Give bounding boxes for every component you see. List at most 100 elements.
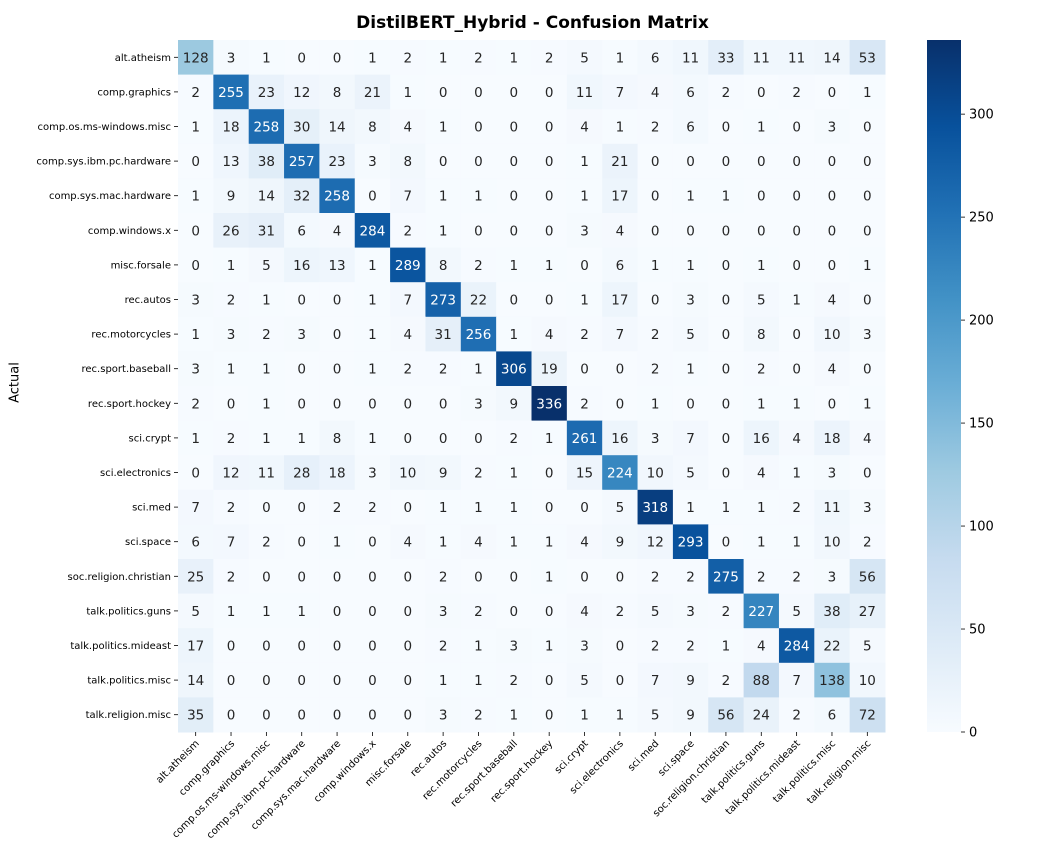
heatmap-cell xyxy=(566,351,603,387)
cell-value: 4 xyxy=(474,535,483,551)
heatmap-cell xyxy=(248,386,285,422)
cell-value: 4 xyxy=(651,85,660,101)
heatmap-cell xyxy=(849,420,886,456)
cell-value: 0 xyxy=(510,569,519,585)
heatmap-cell xyxy=(743,524,780,560)
cell-value: 6 xyxy=(686,120,695,136)
heatmap-cell xyxy=(248,316,285,352)
cell-value: 15 xyxy=(576,466,593,482)
heatmap-cell xyxy=(284,316,320,352)
cell-value: 25 xyxy=(187,569,204,585)
cell-value: 0 xyxy=(545,604,554,620)
cell-value: 0 xyxy=(333,293,342,309)
cell-value: 2 xyxy=(651,120,660,136)
heatmap-cell xyxy=(637,524,674,560)
heatmap-cell xyxy=(602,628,639,664)
heatmap-cell xyxy=(354,143,391,179)
heatmap-cell xyxy=(566,143,603,179)
heatmap-cell xyxy=(531,662,568,698)
heatmap-cell xyxy=(814,420,851,456)
heatmap-cell xyxy=(354,74,391,110)
cell-value: 5 xyxy=(616,500,625,516)
heatmap-cell xyxy=(778,316,815,352)
cell-value: 32 xyxy=(293,189,310,205)
heatmap-cell xyxy=(496,40,532,76)
heatmap-cell xyxy=(566,662,603,698)
heatmap-cell xyxy=(213,247,250,283)
heatmap-cell xyxy=(178,455,214,491)
heatmap-cell xyxy=(390,351,426,387)
y-tick-label: sci.med xyxy=(132,503,171,514)
cell-value: 0 xyxy=(403,639,412,655)
heatmap-cell xyxy=(672,386,709,422)
heatmap-cell xyxy=(602,662,639,698)
heatmap-cell xyxy=(496,559,532,595)
heatmap-cell xyxy=(814,247,851,283)
heatmap-cell xyxy=(319,455,356,491)
y-tick-label: comp.sys.ibm.pc.hardware xyxy=(36,157,171,168)
heatmap-cell xyxy=(460,213,497,249)
cell-value: 0 xyxy=(510,85,519,101)
cell-value: 11 xyxy=(753,50,770,66)
heatmap-cell xyxy=(849,143,886,179)
colorbar-tick-label: 50 xyxy=(969,623,986,638)
heatmap-cell xyxy=(849,109,886,145)
cell-value: 16 xyxy=(753,431,770,447)
cell-value: 1 xyxy=(474,362,483,378)
cell-value: 0 xyxy=(863,120,872,136)
cell-value: 0 xyxy=(651,293,660,309)
heatmap-cell xyxy=(531,282,568,318)
cell-value: 0 xyxy=(297,50,306,66)
cell-value: 0 xyxy=(545,223,554,239)
heatmap-cell xyxy=(531,455,568,491)
heatmap-cell xyxy=(178,662,214,698)
heatmap-cell xyxy=(849,178,886,214)
cell-value: 2 xyxy=(757,569,766,585)
heatmap-cell xyxy=(319,662,356,698)
colorbar-tick-label: 200 xyxy=(969,314,994,329)
cell-value: 0 xyxy=(545,120,554,136)
heatmap-cell xyxy=(390,489,426,525)
heatmap-cell xyxy=(814,662,851,698)
heatmap-cell xyxy=(849,74,886,110)
heatmap-cell xyxy=(460,455,497,491)
heatmap-cell xyxy=(319,213,356,249)
heatmap-cell xyxy=(354,316,391,352)
cell-value: 0 xyxy=(403,673,412,689)
cell-value: 38 xyxy=(823,604,840,620)
cell-value: 1 xyxy=(580,708,589,724)
heatmap-cell xyxy=(814,351,851,387)
cell-value: 0 xyxy=(616,362,625,378)
heatmap-cell xyxy=(708,74,745,110)
heatmap-cell xyxy=(248,455,285,491)
heatmap-cell xyxy=(849,213,886,249)
cell-value: 11 xyxy=(576,85,593,101)
cell-value: 17 xyxy=(611,293,628,309)
heatmap-cell xyxy=(284,662,320,698)
cell-value: 306 xyxy=(501,362,527,378)
cell-value: 1 xyxy=(863,396,872,412)
cell-value: 0 xyxy=(297,396,306,412)
y-tick-label: comp.graphics xyxy=(97,87,171,98)
cell-value: 0 xyxy=(722,293,731,309)
cell-value: 11 xyxy=(788,50,805,66)
cell-value: 257 xyxy=(289,154,315,170)
heatmap-cell xyxy=(354,351,391,387)
heatmap-cell xyxy=(566,247,603,283)
heatmap-cell xyxy=(708,351,745,387)
heatmap-cell xyxy=(248,559,285,595)
cell-value: 7 xyxy=(403,189,412,205)
cell-value: 38 xyxy=(258,154,275,170)
heatmap-cell xyxy=(566,593,603,629)
heatmap-cell xyxy=(637,109,674,145)
heatmap-cell xyxy=(390,40,426,76)
heatmap-cell xyxy=(637,662,674,698)
cell-value: 0 xyxy=(368,604,377,620)
cell-value: 0 xyxy=(368,535,377,551)
heatmap-cell xyxy=(248,593,285,629)
cell-value: 0 xyxy=(368,708,377,724)
heatmap-cell xyxy=(248,282,285,318)
heatmap-cell xyxy=(708,109,745,145)
heatmap-cell xyxy=(496,74,532,110)
heatmap-cell xyxy=(425,524,462,560)
